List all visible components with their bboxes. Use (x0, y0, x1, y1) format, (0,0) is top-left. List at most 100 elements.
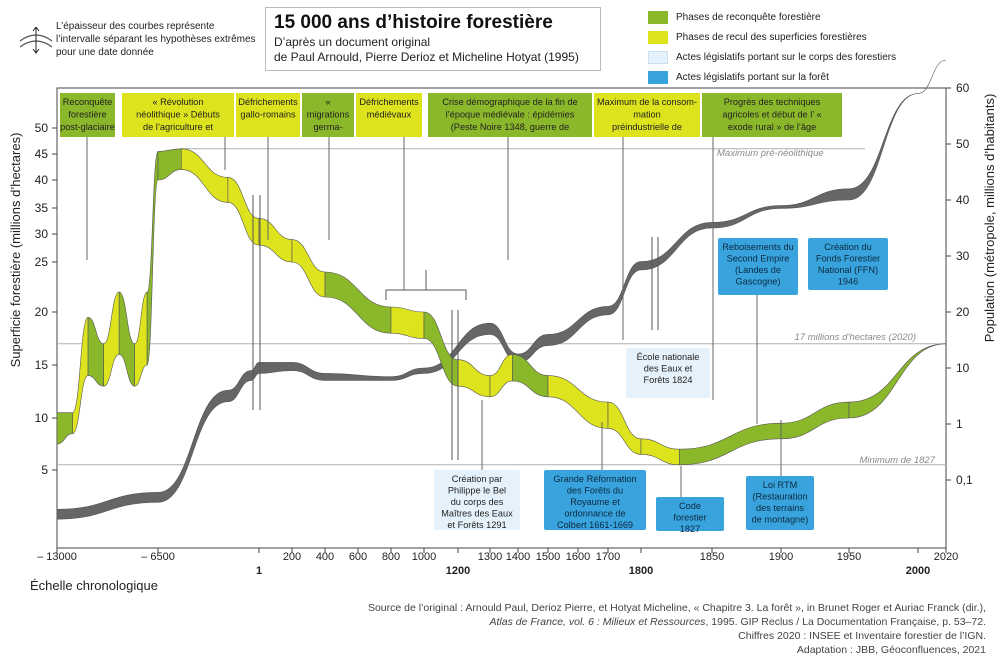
phase-label-text: néolithique » Débuts (136, 110, 220, 120)
y-tick-label-right: 50 (956, 137, 970, 151)
law-box-text: du corps des (451, 497, 504, 507)
law-box-text: ordonnance de (564, 509, 625, 519)
x-tick-label: 1600 (566, 551, 590, 563)
y-tick-label-left: 25 (35, 255, 49, 269)
y-tick-label-right: 20 (956, 305, 970, 319)
x-tick-label: 400 (316, 551, 334, 563)
source-credits: Source de l’original : Arnould Paul, Der… (286, 601, 986, 657)
y-tick-label-left: 35 (35, 201, 49, 215)
x-tick-label: 600 (349, 551, 367, 563)
law-box-text: Colbert 1661-1669 (557, 520, 633, 530)
law-box-bg (544, 470, 646, 530)
legend-swatch-foret (648, 71, 668, 84)
phase-label-text: migrations (307, 110, 350, 120)
forest-segment (512, 354, 549, 398)
law-box-text: de montagne) (752, 515, 809, 525)
subtitle-line-1: D’après un document original (274, 35, 431, 49)
phase-box-bg (236, 93, 300, 137)
phase-label-text: médiévaux (367, 110, 412, 120)
law-box-text: Philippe le Bel (448, 486, 506, 496)
forest-segment (103, 291, 120, 387)
forest-segment (72, 316, 89, 434)
phase-label-text: forestière (68, 110, 106, 120)
phase-label-text: Maximum de la consom- (597, 97, 697, 107)
forest-series-band (56, 148, 947, 466)
bracket-medieval (385, 270, 467, 300)
y-tick-label-right: 10 (956, 361, 970, 375)
law-box-text: des terrains (756, 503, 804, 513)
law-box-text: Second Empire (727, 254, 790, 264)
x-tick-label: 1800 (629, 565, 653, 577)
law-box-bg (808, 238, 888, 290)
y-axis-left-title: Superficie forestière (millions d’hectar… (8, 133, 23, 368)
legend-label-reconquete: Phases de reconquête forestière (676, 12, 821, 23)
phase-label-box: « Révolution néolithique » Débuts de l’agr… (122, 93, 234, 170)
phase-box-bg (60, 93, 115, 137)
y-tick-label-left: 20 (35, 305, 49, 319)
law-box-text: des Eaux et (644, 364, 693, 374)
phase-label-text: préindustrielle de (612, 122, 682, 132)
source-atlas-title: Atlas de France, vol. 6 : Milieux et Res… (489, 616, 706, 628)
forest-segment (291, 239, 326, 298)
forest-segment (390, 306, 425, 339)
y-tick-label-left: 45 (35, 147, 49, 161)
law-box-text: École nationale (637, 352, 700, 362)
legend-label-foret: Actes législatifs portant sur la forêt (676, 72, 829, 83)
plot-frame (56, 87, 947, 549)
law-box-bg (656, 497, 724, 531)
x-tick-label: 1300 (478, 551, 502, 563)
legend-swatch-corps (648, 51, 668, 64)
x-tick-label: 1900 (769, 551, 793, 563)
x-tick-label: 1 (256, 565, 262, 577)
phase-box-bg (594, 93, 700, 137)
forest-segment (547, 375, 609, 429)
phase-label-text: Progrès des techniques (724, 97, 821, 107)
phase-label-text: post-glaciaire (60, 122, 115, 132)
law-box-text: Royaume et (570, 497, 620, 507)
phase-label-text: Défrichements (238, 97, 298, 107)
x-tick-label: 2020 (934, 551, 958, 563)
law-box-text: Grande Réformation (553, 474, 636, 484)
phase-label-text: germa- (313, 122, 342, 132)
forest-segment (457, 359, 491, 398)
law-box-bg (746, 476, 814, 530)
phase-label-box: Défrichements gallo-romains (236, 93, 300, 240)
y-axis-left: 5 10 15 20 25 30 35 40 45 50 (35, 121, 57, 477)
law-box-text: 1827 (680, 524, 700, 534)
phase-label-text: l’époque médiévale : épidémies (446, 110, 575, 120)
forest-history-chart: 5 10 15 20 25 30 35 40 45 50 Superficie forestière… (8, 59, 997, 593)
y-tick-label-left: 15 (35, 358, 49, 372)
x-tick-label: 2000 (906, 565, 930, 577)
forest-segment (679, 422, 782, 466)
law-box-text: Reboisements du (722, 242, 794, 252)
forest-segment (324, 271, 392, 334)
x-axis-title: Échelle chronologique (30, 578, 158, 593)
forest-segment (87, 316, 104, 387)
law-box-text: Gascogne) (736, 277, 781, 287)
phase-label-text: de l’agriculture et (143, 122, 213, 132)
forest-segment (848, 343, 947, 419)
phase-label-text: Défrichements (359, 97, 419, 107)
forest-segment (640, 438, 680, 466)
phase-label-box: Progrès des techniques agricoles et début… (702, 93, 842, 400)
title-box: 15 000 ans d’histoire forestière D’après… (265, 7, 601, 71)
source-line-1: Source de l’original : Arnould Paul, Der… (367, 602, 986, 614)
law-box-bg (626, 348, 710, 398)
x-tick-label: 1200 (446, 565, 470, 577)
source-line-2-rest: , 1995. GIP Reclus / La Documentation Fr… (705, 616, 986, 628)
x-tick-label: 1500 (536, 551, 560, 563)
forest-segment (258, 218, 293, 263)
reference-line-label: 17 millions d’hectares (2020) (795, 332, 916, 343)
y-tick-label-left: 10 (35, 411, 49, 425)
legend-swatch-reconquete (648, 11, 668, 24)
phase-label-text: gallo-romains (240, 110, 296, 120)
phase-label-text: « Révolution (152, 97, 203, 107)
forest-segment (134, 291, 148, 387)
forest-segment (118, 291, 135, 387)
y-tick-label-right: 60 (956, 81, 970, 95)
reference-line-label: Minimum de 1827 (859, 455, 935, 466)
thickness-note: L’épaisseur des courbes représente l’int… (56, 21, 256, 58)
y-axis-right-title: Population (métropole, millions d’habita… (982, 94, 997, 343)
